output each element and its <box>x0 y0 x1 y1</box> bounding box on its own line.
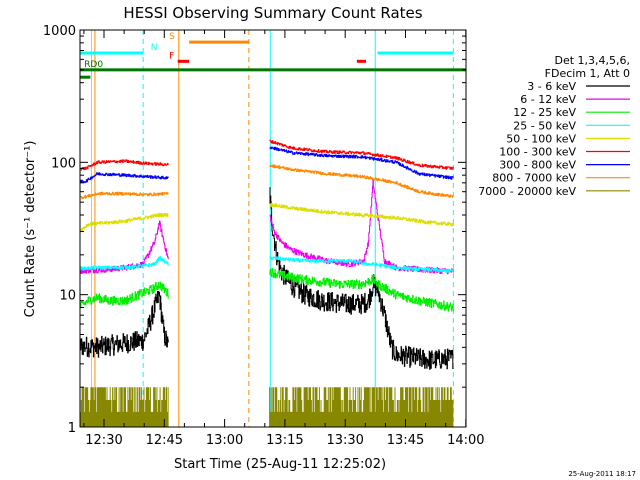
chart-title: HESSI Observing Summary Count Rates <box>123 4 422 22</box>
legend-label-7: 800 - 7000 keV <box>492 172 576 185</box>
series-8-segment-1 <box>269 387 454 427</box>
plot-frame <box>79 29 467 428</box>
legend-header-1: FDecim 1, Att 0 <box>545 67 630 80</box>
flag-bar-0 <box>80 51 144 55</box>
x-tick-label-1: 12:45 <box>146 433 183 448</box>
series-8-segment-0 <box>80 387 169 427</box>
y-tick-label-0: 1 <box>68 421 76 436</box>
legend-label-8: 7000 - 20000 keV <box>478 185 576 198</box>
flag-label-3: F <box>169 51 174 61</box>
series-5-segment-0 <box>80 159 169 171</box>
series-4-segment-0 <box>80 213 169 233</box>
series-4-segment-1 <box>269 202 454 227</box>
legend: Det 1,3,4,5,6,FDecim 1, Att 03 - 6 keV6 … <box>478 54 630 198</box>
x-tick-label-5: 13:45 <box>387 433 424 448</box>
flag-bar-5 <box>80 68 466 72</box>
legend-label-3: 25 - 50 keV <box>513 119 576 132</box>
flag-bar-2 <box>189 40 249 44</box>
legend-label-6: 300 - 800 keV <box>499 159 576 172</box>
x-tick-label-2: 13:00 <box>206 433 243 448</box>
series-7-segment-1 <box>269 164 454 198</box>
flag-label-5: RD0 <box>84 60 103 70</box>
x-tick-label-0: 12:30 <box>85 433 122 448</box>
legend-header-0: Det 1,3,4,5,6, <box>554 54 630 67</box>
legend-label-1: 6 - 12 keV <box>520 93 576 106</box>
x-tick-label-6: 14:00 <box>447 433 484 448</box>
series-0-segment-1 <box>269 187 454 370</box>
series-2-segment-0 <box>80 281 169 309</box>
flag-bar-6 <box>80 75 91 79</box>
legend-label-5: 100 - 300 keV <box>499 146 576 159</box>
flag-label-0: N <box>151 43 158 53</box>
flag-bar-1 <box>377 51 454 55</box>
legend-label-2: 12 - 25 keV <box>513 106 576 119</box>
x-tick-label-4: 13:30 <box>326 433 363 448</box>
series-7-segment-0 <box>80 191 169 200</box>
series-6-segment-1 <box>269 146 454 180</box>
y-tick-label-3: 1000 <box>43 24 76 39</box>
flag-label-6: RD6 <box>54 67 73 77</box>
y-axis-label: Count Rate (s⁻¹ detector⁻¹) <box>23 141 38 318</box>
series-6-segment-0 <box>80 172 169 184</box>
y-tick-label-1: 10 <box>59 289 76 304</box>
legend-label-0: 3 - 6 keV <box>527 80 576 93</box>
plot-inner: N SF RD0 RD6 <box>54 30 466 427</box>
series-2-segment-1 <box>269 267 454 312</box>
series-0-segment-0 <box>80 291 169 358</box>
timestamp: 25-Aug-2011 18:17 <box>568 470 636 478</box>
legend-label-4: 50 - 100 keV <box>506 132 576 145</box>
y-tick-label-2: 100 <box>51 156 76 171</box>
x-tick-label-3: 13:15 <box>266 433 303 448</box>
flag-bar-3 <box>177 59 190 63</box>
axes: 1 10 100 1000 12:30 12:45 13:00 13:15 13:30 13:45… <box>43 24 485 448</box>
series-5-segment-1 <box>269 139 454 170</box>
plot-area: N SF RD0 RD6 <box>54 30 466 427</box>
series-3-segment-1 <box>269 255 454 273</box>
flag-bar-4 <box>356 59 367 63</box>
x-axis-label: Start Time (25-Aug-11 12:25:02) <box>174 457 386 472</box>
flag-label-2: S <box>169 32 175 42</box>
